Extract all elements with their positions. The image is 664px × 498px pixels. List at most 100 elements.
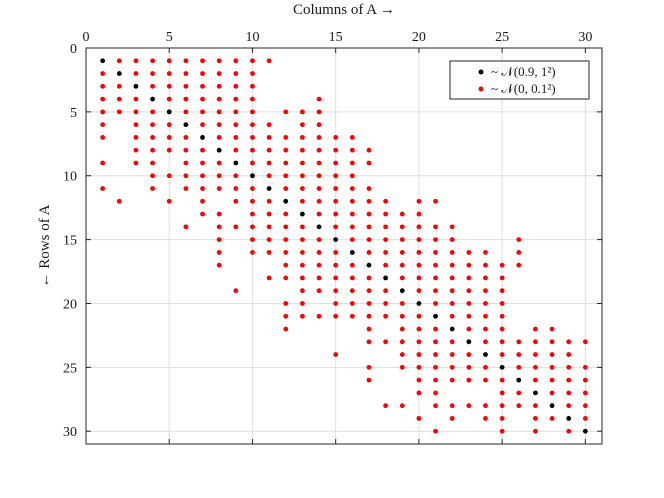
data-point-red (349, 211, 355, 217)
data-point-red (533, 339, 538, 345)
data-point-red (416, 377, 422, 383)
y-tick-label: 15 (63, 234, 77, 249)
data-point-red (133, 109, 139, 115)
data-point-red (266, 249, 272, 255)
data-point-red (100, 135, 106, 140)
data-point-red (366, 377, 372, 383)
data-point-red (250, 186, 255, 191)
plot-area (86, 48, 602, 444)
data-point-red (266, 173, 272, 179)
data-point-red (399, 326, 405, 332)
data-point-red (566, 364, 572, 370)
data-point-red (499, 377, 505, 383)
data-point-red (233, 135, 239, 140)
data-point-red (566, 403, 572, 409)
data-point-black (166, 109, 172, 115)
data-point-red (200, 147, 205, 153)
data-point-red (233, 288, 239, 294)
data-point-red (316, 275, 322, 281)
data-point-red (533, 377, 538, 383)
data-point-red (150, 135, 155, 140)
data-point-black (399, 288, 405, 294)
data-point-red (582, 416, 588, 421)
data-point-red (483, 249, 488, 255)
data-point-black (316, 224, 322, 230)
data-point-red (466, 275, 472, 281)
data-point-red (499, 301, 505, 306)
data-point-red (516, 364, 522, 370)
data-point-red (200, 96, 205, 102)
data-point-black (200, 135, 205, 140)
data-point-red (483, 313, 488, 319)
data-point-red (183, 224, 189, 230)
data-point-red (533, 403, 538, 409)
data-point-red (499, 262, 505, 268)
data-point-red (116, 58, 122, 64)
data-point-red (483, 262, 488, 268)
data-point-red (483, 288, 488, 294)
data-point-red (383, 262, 389, 268)
data-point-red (333, 160, 339, 166)
data-point-red (366, 275, 372, 281)
data-point-red (399, 364, 405, 370)
data-point-red (133, 147, 139, 153)
data-point-red (316, 135, 322, 140)
data-point-red (166, 135, 172, 140)
data-point-red (533, 352, 538, 357)
data-point-red (316, 122, 322, 128)
data-point-red (433, 249, 438, 255)
data-point-black (416, 301, 422, 306)
data-point-red (233, 71, 239, 76)
y-axis-ticks: 0 5 10 15 20 25 30 (63, 42, 602, 440)
data-point-red (299, 288, 305, 294)
data-point-red (283, 173, 289, 179)
data-point-red (366, 249, 372, 255)
data-point-red (516, 352, 522, 357)
data-point-red (416, 198, 422, 204)
data-point-red (449, 364, 455, 370)
data-point-red (433, 390, 438, 396)
data-point-red (266, 122, 272, 128)
data-point-red (433, 224, 438, 230)
data-point-red (299, 109, 305, 115)
data-point-red (333, 135, 339, 140)
data-point-red (250, 96, 255, 102)
data-point-red (349, 147, 355, 153)
data-point-red (166, 122, 172, 128)
data-point-red (516, 237, 522, 243)
data-point-red (549, 326, 555, 332)
data-point-red (283, 275, 289, 281)
data-point-red (200, 211, 205, 217)
data-point-red (216, 58, 222, 64)
data-point-black (566, 416, 572, 421)
data-point-red (366, 326, 372, 332)
data-point-red (316, 237, 322, 243)
data-point-red (333, 288, 339, 294)
data-point-red (366, 211, 372, 217)
data-point-red (549, 364, 555, 370)
data-point-red (316, 249, 322, 255)
data-point-red (383, 313, 389, 319)
data-point-red (200, 186, 205, 191)
data-point-red (366, 186, 372, 191)
data-point-red (183, 71, 189, 76)
data-point-red (466, 301, 472, 306)
data-point-red (216, 160, 222, 166)
data-point-red (299, 301, 305, 306)
data-point-red (150, 122, 155, 128)
data-point-red (383, 237, 389, 243)
data-point-red (549, 416, 555, 421)
data-point-red (416, 313, 422, 319)
data-point-red (499, 390, 505, 396)
data-point-red (466, 262, 472, 268)
data-point-black (449, 326, 455, 332)
data-point-red (582, 364, 588, 370)
data-point-red (366, 313, 372, 319)
data-point-red (499, 428, 505, 434)
data-point-red (316, 313, 322, 319)
data-point-red (283, 262, 289, 268)
data-point-red (416, 211, 422, 217)
data-point-black (266, 186, 272, 191)
data-point-red (200, 173, 205, 179)
data-point-red (499, 416, 505, 421)
